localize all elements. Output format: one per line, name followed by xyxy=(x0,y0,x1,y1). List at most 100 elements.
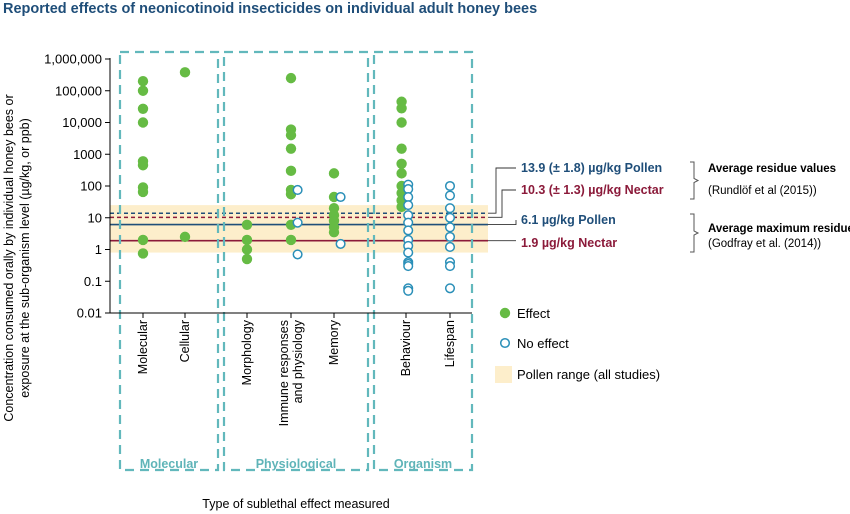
category-label: Lifespan xyxy=(443,313,457,367)
no-effect-point xyxy=(444,231,456,242)
pollen-range-band xyxy=(110,205,488,253)
no-effect-point xyxy=(403,247,414,258)
category-label-text: Behaviour xyxy=(399,320,413,376)
effect-point xyxy=(396,143,407,154)
no-effect-point xyxy=(403,191,414,203)
effect-point xyxy=(137,117,149,128)
annotation-brace xyxy=(690,161,700,200)
group-box-organism xyxy=(372,50,474,472)
axis-labels-layer: Concentration consumed orally by individ… xyxy=(2,94,390,511)
category-label: Morphology xyxy=(240,313,254,385)
legend-no-effect-label: No effect xyxy=(517,336,569,351)
pollen-range-layer xyxy=(110,205,488,253)
category-label-text: Cellular xyxy=(178,320,192,362)
y-axis-layer: 0.01 0.1 1 10 100 1000 10,000 100,000 1,000,000 xyxy=(44,52,472,321)
effect-point xyxy=(396,168,407,179)
legend-no-effect-marker xyxy=(499,337,511,349)
y-axis-label: exposure at the sub-organism level (µg/k… xyxy=(18,118,32,398)
y-tick-label: 1 xyxy=(95,242,102,257)
effect-point xyxy=(396,117,407,128)
category-label-text: Immune responses xyxy=(277,320,291,426)
no-effect-point xyxy=(444,212,456,223)
no-effect-point xyxy=(335,238,346,249)
effect-point xyxy=(137,160,149,171)
category-label-text: Molecular xyxy=(136,320,150,374)
effect-point xyxy=(328,227,340,238)
category-label-text: and physiology xyxy=(291,319,305,403)
category-label: Cellular xyxy=(178,313,192,362)
effect-point xyxy=(137,103,149,115)
no-effect-point xyxy=(403,200,414,211)
category-labels-layer: Molecular Cellular Morphology Immune respon… xyxy=(136,313,457,426)
no-effect-point xyxy=(292,217,303,228)
y-tick-label: 0.1 xyxy=(84,274,102,289)
effect-point xyxy=(396,103,407,114)
group-box-molecular xyxy=(118,50,220,472)
no-effect-point xyxy=(335,191,346,203)
category-label: Memory xyxy=(327,313,341,365)
effect-point xyxy=(328,168,340,179)
group-label: Molecular xyxy=(140,457,198,471)
x-axis-label: Type of sublethal effect measured xyxy=(202,497,389,511)
effect-point xyxy=(137,85,149,96)
reference-label-3: 6.1 µg/kg Pollen xyxy=(521,213,616,227)
effect-point xyxy=(241,244,253,255)
annotation-source: (Rundlöf et al (2015)) xyxy=(708,185,817,197)
data-points-layer xyxy=(137,67,456,296)
reference-label-4: 1.9 µg/kg Nectar xyxy=(521,236,617,250)
annotation-title: Average maximum residue values xyxy=(708,223,850,235)
effect-point xyxy=(285,129,297,141)
effect-point xyxy=(241,234,253,246)
legend-effect-label: Effect xyxy=(517,306,550,321)
group-boxes-layer: Molecular Physiological Organism xyxy=(118,50,474,472)
y-tick-label: 100 xyxy=(80,179,102,194)
effect-point xyxy=(137,234,149,246)
group-label: Organism xyxy=(394,457,452,471)
no-effect-point xyxy=(444,283,456,294)
no-effect-point xyxy=(444,241,456,253)
no-effect-point xyxy=(292,249,303,260)
y-axis-label: Concentration consumed orally by individ… xyxy=(2,94,16,421)
annotation-title: Average residue values xyxy=(708,163,836,175)
group-box-physiological xyxy=(222,50,370,472)
group-label: Physiological xyxy=(256,457,337,471)
y-tick-label: 10,000 xyxy=(62,115,102,130)
category-label: Molecular xyxy=(136,313,150,374)
effect-point xyxy=(137,248,149,259)
effect-point xyxy=(285,234,297,246)
no-effect-point xyxy=(444,180,456,192)
effect-point xyxy=(285,143,297,154)
effect-point xyxy=(179,67,191,78)
y-tick-label: 0.01 xyxy=(77,306,102,321)
reference-connector xyxy=(488,167,516,214)
effect-point xyxy=(241,253,253,265)
no-effect-point xyxy=(444,203,456,214)
y-tick-label: 1000 xyxy=(73,147,102,162)
category-label: Behaviour xyxy=(399,313,413,376)
y-tick-label: 10 xyxy=(88,210,102,225)
no-effect-point xyxy=(444,222,456,233)
legend-layer: Effect No effect Pollen range (all studies… xyxy=(495,306,660,383)
category-label-text: Lifespan xyxy=(443,320,457,367)
y-tick-label: 100,000 xyxy=(55,83,102,98)
effect-point xyxy=(137,75,149,87)
reference-label-1: 13.9 (± 1.8) µg/kg Pollen xyxy=(521,161,662,175)
no-effect-point xyxy=(403,261,414,272)
no-effect-point xyxy=(403,225,414,236)
category-label: Immune responses and physiology xyxy=(277,313,305,426)
no-effect-point xyxy=(292,184,303,196)
no-effect-point xyxy=(444,190,456,201)
category-label-text: Memory xyxy=(327,319,341,365)
annotation-source: (Godfray et al. (2014)) xyxy=(708,238,821,250)
effect-point xyxy=(179,231,191,243)
y-tick-label: 1,000,000 xyxy=(44,52,102,67)
effect-point xyxy=(137,186,149,198)
reference-label-2: 10.3 (± 1.3) µg/kg Nectar xyxy=(521,183,664,197)
effect-point xyxy=(241,219,253,230)
legend-effect-marker xyxy=(499,307,511,319)
legend-pollen-range-label: Pollen range (all studies) xyxy=(517,367,660,382)
no-effect-point xyxy=(403,285,414,296)
annotation-brace xyxy=(690,213,700,253)
no-effect-point xyxy=(444,261,456,272)
